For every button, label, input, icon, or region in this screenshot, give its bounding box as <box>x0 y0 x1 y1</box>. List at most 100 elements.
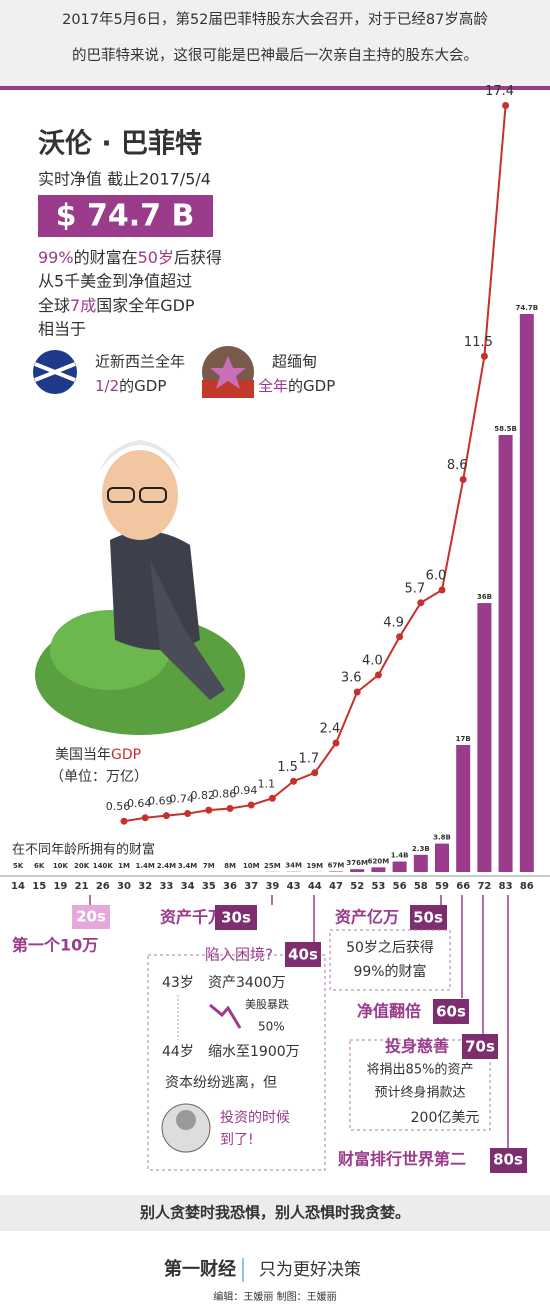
age-label: 26 <box>96 881 110 892</box>
gdp-label: 3.6 <box>341 671 362 686</box>
quote: 别人贪婪时我恐惧，别人恐惧时我贪婪。 <box>139 1204 410 1222</box>
gdp-label: 4.9 <box>383 615 404 630</box>
bar <box>498 435 513 872</box>
age-label: 86 <box>520 881 534 892</box>
decade-box <box>410 905 447 930</box>
gdp-point <box>120 817 128 825</box>
note-box <box>329 929 451 991</box>
age-label: 59 <box>435 881 449 892</box>
gdp-label: 0.82 <box>191 789 216 802</box>
quote-band <box>0 1195 550 1231</box>
bar-label: 17B <box>456 735 471 743</box>
gdp-label-highlight: GDP <box>111 747 141 763</box>
age-label: 15 <box>32 881 46 892</box>
name: 沃伦 · 巴菲特 <box>38 128 202 160</box>
bar-label: 3.4M <box>178 862 197 870</box>
net-worth: $ 74.7 B <box>56 199 195 234</box>
bar <box>350 869 365 872</box>
gdp-point <box>480 352 488 360</box>
wealth-label: 在不同年龄所拥有的财富 <box>12 842 155 858</box>
logo: 第一财经 <box>164 1258 236 1280</box>
decade: 50s <box>413 909 443 927</box>
note: 50岁之后获得 <box>346 939 434 956</box>
age-label: 83 <box>499 881 513 892</box>
decade-box <box>490 1148 527 1173</box>
gdp-point <box>205 806 213 814</box>
bar-label: 376M <box>346 859 368 867</box>
bar <box>371 867 386 872</box>
note: 99%的财富 <box>353 963 426 980</box>
note: 43岁 <box>162 975 194 991</box>
comparison: 近新西兰全年 <box>95 353 185 371</box>
bar-label: 25M <box>264 862 281 870</box>
bar-label: 620M <box>368 857 390 865</box>
highlight: 7成 <box>70 296 96 315</box>
gdp-label: 0.86 <box>212 787 237 800</box>
age-label: 44 <box>308 881 322 892</box>
milestone-title: 财富排行世界第二 <box>337 1150 466 1169</box>
highlight: 50岁 <box>138 248 174 267</box>
gdp-label-text: 美国当年 <box>55 747 111 763</box>
age-label: 39 <box>265 881 279 892</box>
fact-text: 后获得 <box>174 248 222 267</box>
age-label: 47 <box>329 881 343 892</box>
nz-flag-cross <box>34 362 76 382</box>
bar-label: 1M <box>118 862 130 870</box>
comparison-text: 的GDP <box>288 377 335 395</box>
age-label: 66 <box>456 881 470 892</box>
age-label: 34 <box>181 881 195 892</box>
age-label: 72 <box>477 881 491 892</box>
header-line: 2017年5月6日，第52届巴菲特股东大会召开，对于已经87岁高龄 <box>62 10 488 28</box>
gdp-label: 1.5 <box>277 760 298 775</box>
gdp-label: 8.6 <box>447 458 468 473</box>
gdp-point <box>438 586 446 594</box>
gdp-point <box>311 769 319 777</box>
gdp-label: 1.1 <box>258 777 276 790</box>
subtitle: 实时净值 截止2017/5/4 <box>38 170 211 189</box>
gdp-label: 0.56 <box>106 800 131 813</box>
cartoon <box>35 440 245 735</box>
gdp-point <box>141 814 149 822</box>
age-label: 32 <box>138 881 152 892</box>
age-label: 58 <box>414 881 428 892</box>
note: 缩水至1900万 <box>208 1044 300 1060</box>
age-label: 30 <box>117 881 131 892</box>
bar-label: 1.4M <box>136 862 155 870</box>
bar-label: 2.3B <box>412 845 430 853</box>
bar <box>392 861 407 872</box>
note: 投资的时候 <box>220 1110 290 1126</box>
decade: 30s <box>221 909 251 927</box>
gdp-point <box>396 633 404 641</box>
bar <box>329 871 343 872</box>
hair <box>100 440 180 470</box>
gdp-point <box>374 671 382 679</box>
note: 美股暴跌 <box>245 997 289 1011</box>
bar-label: 7M <box>203 862 215 870</box>
fact-text: 全球 <box>38 296 70 315</box>
bar-label: 1.4B <box>391 852 409 860</box>
gdp-label: 0.64 <box>127 797 152 810</box>
milestone-title: 第一个10万 <box>12 936 98 955</box>
decade-box <box>215 905 257 930</box>
highlight: 99% <box>38 248 74 267</box>
age-label: 52 <box>350 881 364 892</box>
gdp-point <box>290 777 298 785</box>
comparison: 1/2的GDP <box>95 377 166 395</box>
highlight: 1/2 <box>95 377 119 395</box>
drop-arrow <box>209 1003 242 1029</box>
portrait-head <box>176 1110 196 1130</box>
gdp-label: 11.5 <box>464 335 493 350</box>
fact: 相当于 <box>38 320 86 339</box>
decade-box <box>433 999 469 1024</box>
gdp-point <box>417 599 425 607</box>
milestone-title: 资产千万 <box>160 908 224 927</box>
bar <box>519 314 534 872</box>
decade-box <box>462 1034 498 1059</box>
note: 44岁 <box>162 1044 194 1060</box>
decade-box <box>285 942 321 967</box>
note: 200亿美元 <box>411 1110 480 1126</box>
note: 预计终身捐款达 <box>374 1085 465 1101</box>
decade: 60s <box>436 1003 466 1021</box>
note: 资产3400万 <box>208 975 286 991</box>
decade: 40s <box>288 946 318 964</box>
